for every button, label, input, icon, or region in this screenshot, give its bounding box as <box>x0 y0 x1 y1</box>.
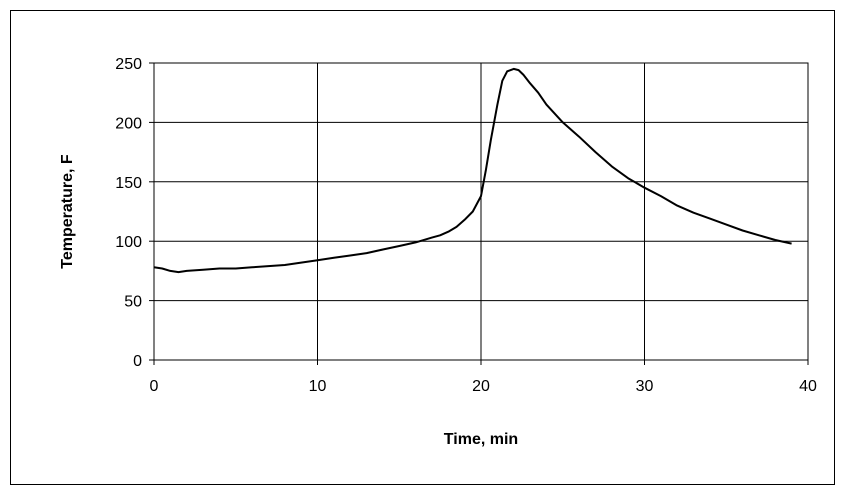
x-tick-label: 10 <box>309 378 327 395</box>
x-tick-label: 40 <box>799 378 817 395</box>
x-axis-tick-labels: 0 10 20 30 40 <box>150 378 817 395</box>
x-axis-title: Time, min <box>444 431 518 448</box>
chart-frame: 0 50 100 150 200 250 0 10 20 30 40 Time, min Temp… <box>10 10 835 485</box>
y-tick-label: 250 <box>115 56 142 73</box>
gridlines <box>154 62 808 360</box>
x-tick-label: 30 <box>636 378 654 395</box>
y-axis-tick-labels: 0 50 100 150 200 250 <box>115 56 142 370</box>
line-chart: 0 50 100 150 200 250 0 10 20 30 40 Time, min Temp… <box>59 56 817 448</box>
y-tick-label: 0 <box>133 353 142 370</box>
y-tick-label: 100 <box>115 234 142 251</box>
x-tick-label: 0 <box>150 378 159 395</box>
temperature-series-line <box>153 67 792 274</box>
x-tick-label: 20 <box>472 378 490 395</box>
y-tick-label: 50 <box>124 294 142 311</box>
y-tick-label: 200 <box>115 115 142 132</box>
y-axis-title: Temperature, F <box>59 154 76 269</box>
y-tick-label: 150 <box>115 175 142 192</box>
axis-ticks <box>149 62 809 365</box>
